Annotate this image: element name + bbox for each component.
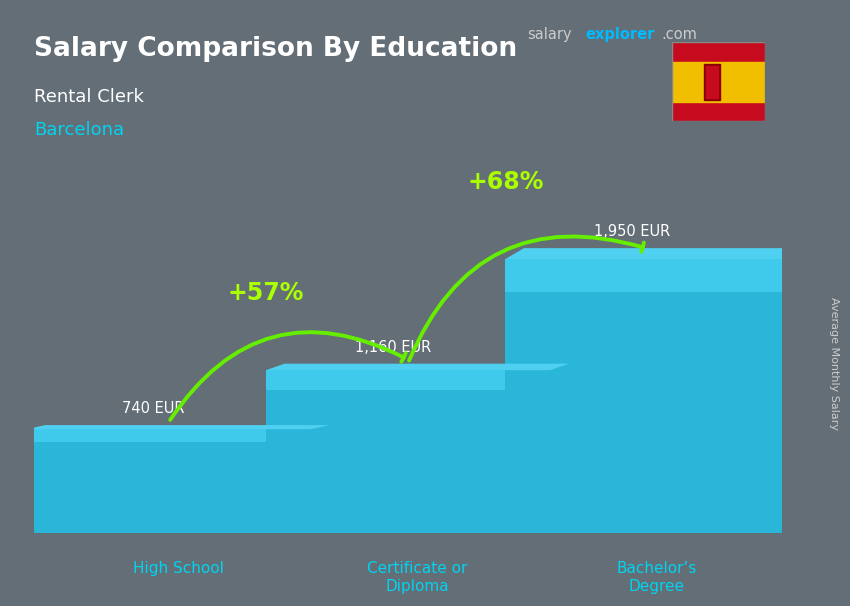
Polygon shape (266, 370, 550, 390)
Polygon shape (790, 248, 808, 533)
Polygon shape (505, 259, 790, 533)
Text: Bachelor’s
Degree: Bachelor’s Degree (616, 561, 697, 594)
Polygon shape (26, 425, 330, 429)
Polygon shape (550, 364, 569, 533)
Polygon shape (505, 248, 808, 259)
Bar (672, 62, 765, 101)
Text: High School: High School (133, 561, 224, 576)
Text: Barcelona: Barcelona (34, 121, 124, 139)
Text: +68%: +68% (467, 170, 543, 194)
Text: Rental Clerk: Rental Clerk (34, 88, 144, 106)
Bar (704, 64, 720, 99)
Text: Salary Comparison By Education: Salary Comparison By Education (34, 36, 517, 62)
Text: +57%: +57% (228, 281, 304, 305)
Text: Certificate or
Diploma: Certificate or Diploma (367, 561, 468, 594)
Text: explorer: explorer (586, 27, 655, 42)
Bar (706, 66, 718, 98)
Polygon shape (266, 370, 550, 533)
Text: 1,160 EUR: 1,160 EUR (355, 340, 431, 355)
Text: Average Monthly Salary: Average Monthly Salary (829, 297, 839, 430)
Polygon shape (266, 364, 569, 370)
Text: 1,950 EUR: 1,950 EUR (594, 224, 671, 239)
Text: .com: .com (661, 27, 697, 42)
Text: 740 EUR: 740 EUR (122, 401, 185, 416)
Polygon shape (505, 259, 790, 292)
Text: salary: salary (527, 27, 571, 42)
Polygon shape (311, 425, 330, 533)
Polygon shape (26, 429, 311, 442)
Polygon shape (26, 429, 311, 533)
